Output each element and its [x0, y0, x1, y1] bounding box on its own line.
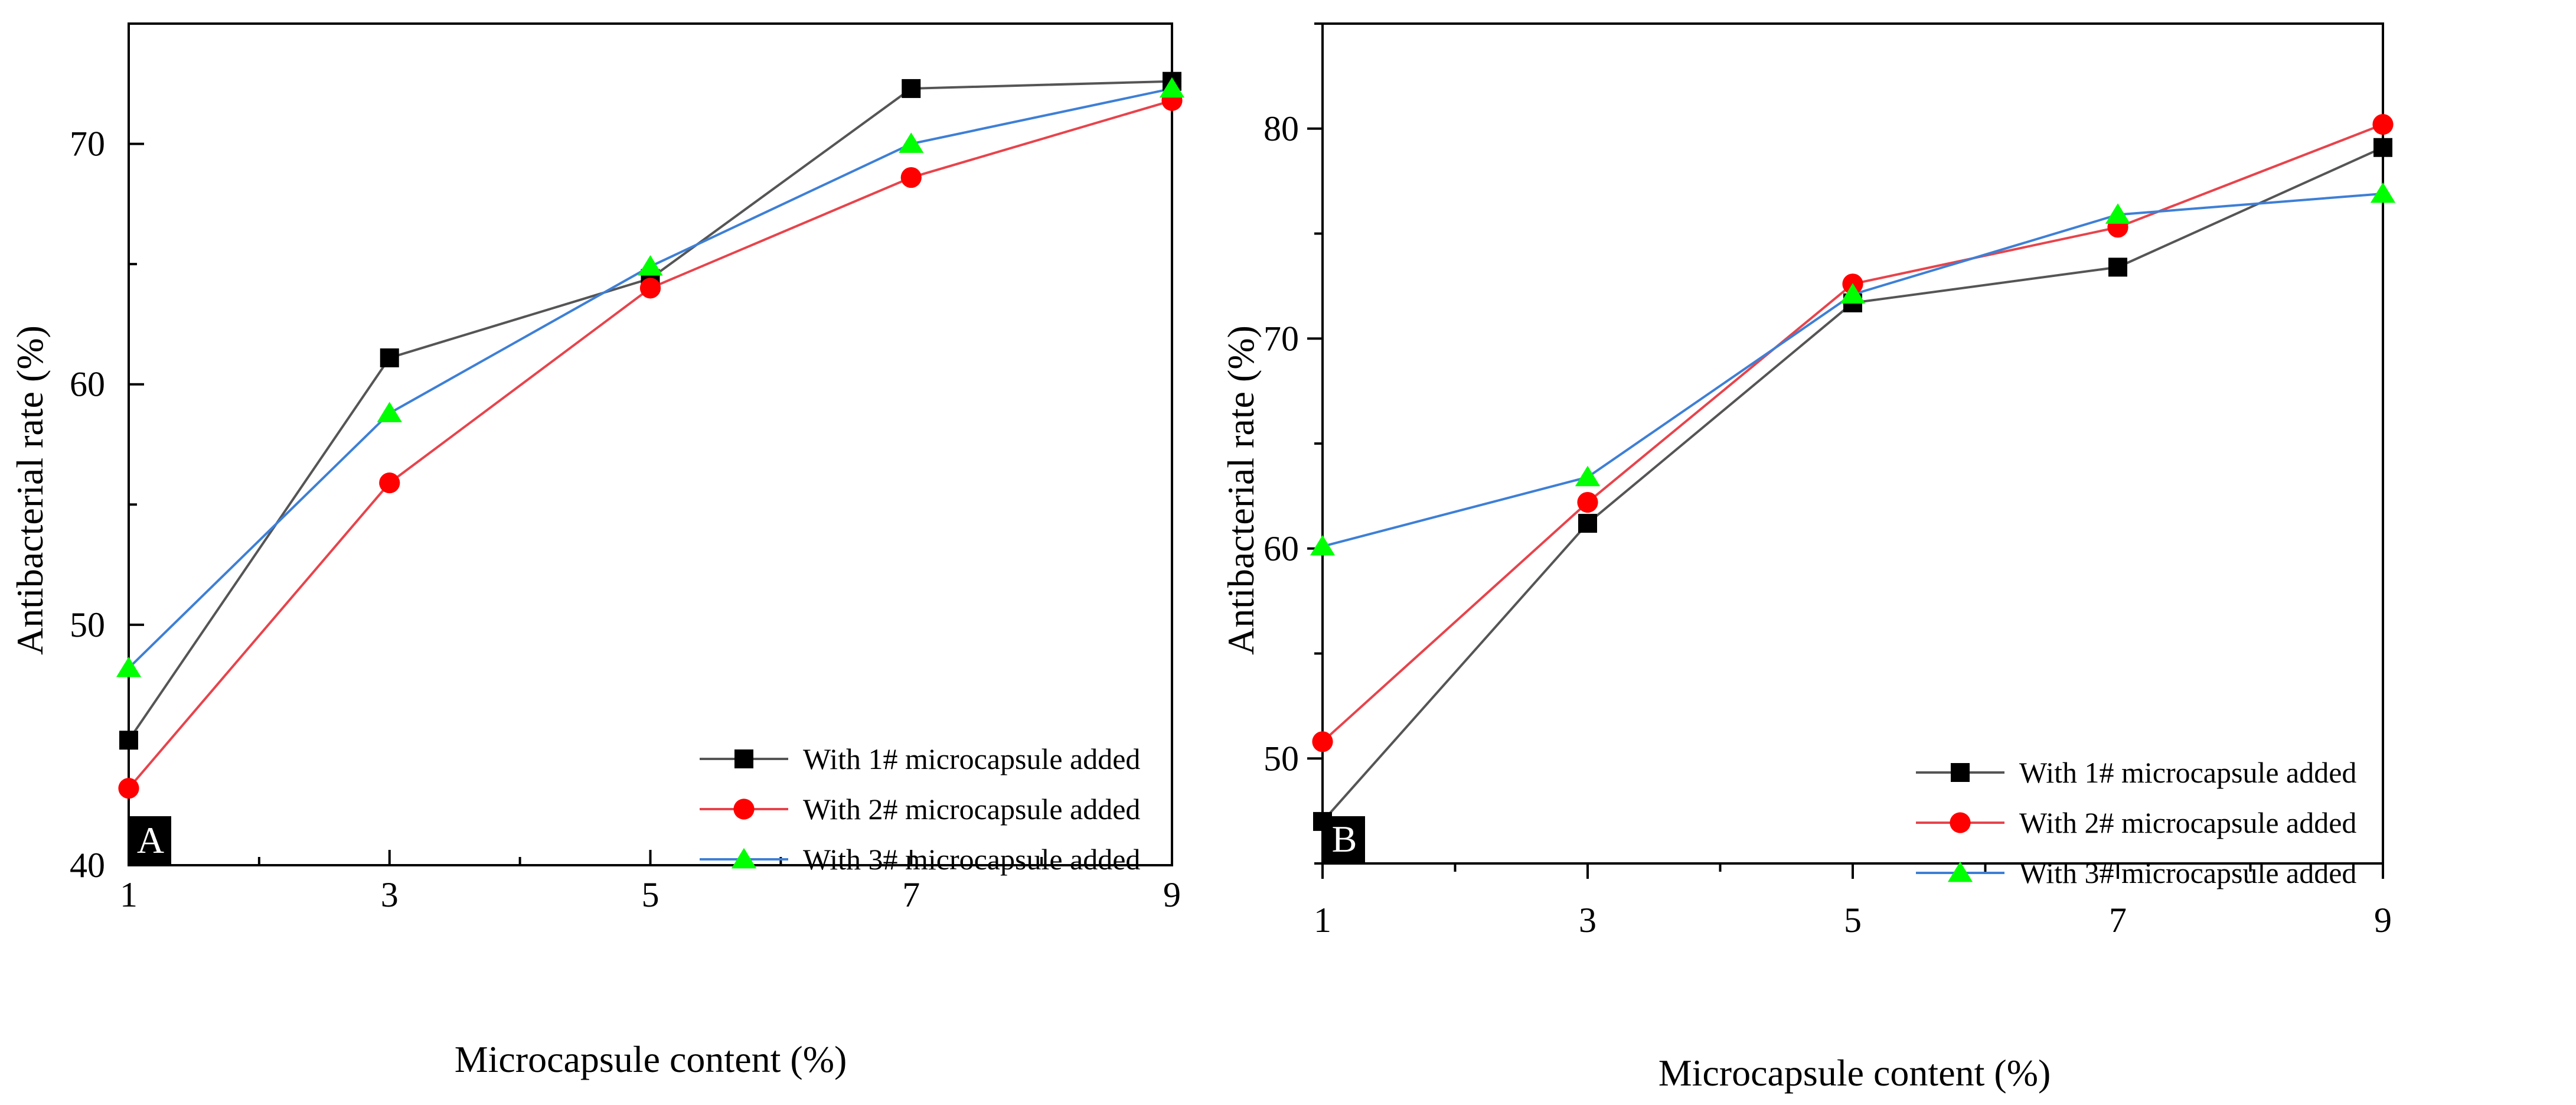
x-tick-label: 5: [642, 875, 659, 914]
plot-frame: [128, 22, 1173, 866]
panel-label-badge: [1324, 816, 1365, 863]
data-point-series-3: [1310, 534, 1336, 556]
y-tick-label: 70: [70, 125, 105, 164]
x-tick-label: 5: [1844, 901, 1862, 940]
series-line-1: [128, 80, 1173, 741]
series-line-2: [128, 99, 1173, 790]
data-point-series-2: [1312, 731, 1333, 752]
series-line-2: [1321, 123, 2384, 743]
legend-marker-2: [1950, 812, 1971, 833]
y-tick-label: 70: [1263, 319, 1299, 358]
data-point-series-2: [639, 278, 661, 299]
series-line-1: [1321, 146, 2384, 823]
y-tick-label: 50: [1263, 739, 1299, 778]
data-point-series-2: [118, 778, 139, 799]
y-tick-label: 80: [1263, 109, 1299, 148]
x-tick-label: 7: [2109, 901, 2127, 940]
legend-marker-1: [734, 749, 753, 768]
data-point-series-3: [638, 255, 663, 276]
data-point-series-3: [2105, 203, 2131, 224]
data-point-series-3: [377, 402, 402, 422]
x-tick-label: 3: [1579, 901, 1596, 940]
data-point-series-3: [2370, 182, 2396, 203]
data-point-series-3: [1159, 77, 1185, 98]
legend-label-2: With 2# microcapsule added: [2019, 806, 2356, 839]
y-tick-label: 40: [70, 846, 105, 885]
legend-label-2: With 2# microcapsule added: [803, 793, 1140, 826]
x-tick-label: 9: [1163, 875, 1181, 914]
panel-b: Antibacterial rate (%) Microcapsule cont…: [1220, 22, 2396, 1094]
panel-label: B: [1332, 818, 1357, 860]
panel-label-badge: [130, 816, 171, 865]
legend-label-3: With 3# microcapsule added: [803, 843, 1140, 876]
legend-marker-3: [731, 848, 757, 869]
legend-marker-3: [1947, 861, 1973, 882]
data-point-series-2: [900, 167, 922, 188]
x-tick-label: 9: [2374, 901, 2392, 940]
data-point-series-3: [1575, 465, 1601, 487]
data-point-series-3: [1840, 283, 1866, 304]
series-line-3: [128, 87, 1173, 669]
data-point-series-3: [899, 132, 924, 153]
data-point-series-1: [2373, 138, 2392, 157]
panel-label: A: [137, 819, 164, 861]
plot-frame: [1321, 22, 2384, 865]
y-tick-label: 50: [70, 605, 105, 644]
x-axis-title: Microcapsule content (%): [1658, 1052, 2051, 1094]
data-point-series-2: [1577, 491, 1598, 513]
y-tick-label: 60: [1263, 529, 1299, 568]
data-point-series-1: [380, 348, 399, 367]
data-point-series-1: [2108, 257, 2127, 277]
data-point-series-3: [116, 656, 142, 677]
legend-marker-1: [1951, 763, 1970, 782]
data-point-series-2: [2372, 114, 2394, 135]
y-axis-title: Antibacterial rate (%): [1220, 325, 1262, 655]
legend-label-1: With 1# microcapsule added: [803, 742, 1140, 775]
data-point-series-1: [902, 79, 921, 98]
x-tick-label: 1: [1314, 901, 1331, 940]
x-tick-label: 3: [381, 875, 399, 914]
x-axis-title: Microcapsule content (%): [455, 1038, 847, 1080]
y-axis-title: Antibacterial rate (%): [9, 325, 51, 655]
x-tick-label: 7: [902, 875, 920, 914]
legend-label-3: With 3# microcapsule added: [2019, 856, 2356, 889]
data-point-series-1: [1578, 514, 1597, 533]
panel-a: Antibacterial rate (%) Microcapsule cont…: [9, 22, 1185, 1080]
x-tick-label: 1: [120, 875, 138, 914]
legend-label-1: With 1# microcapsule added: [2019, 756, 2356, 789]
data-point-series-2: [379, 472, 400, 494]
series-line-3: [1322, 192, 2384, 548]
legend-marker-2: [733, 798, 755, 820]
y-tick-label: 60: [70, 365, 105, 404]
data-point-series-1: [119, 731, 138, 750]
